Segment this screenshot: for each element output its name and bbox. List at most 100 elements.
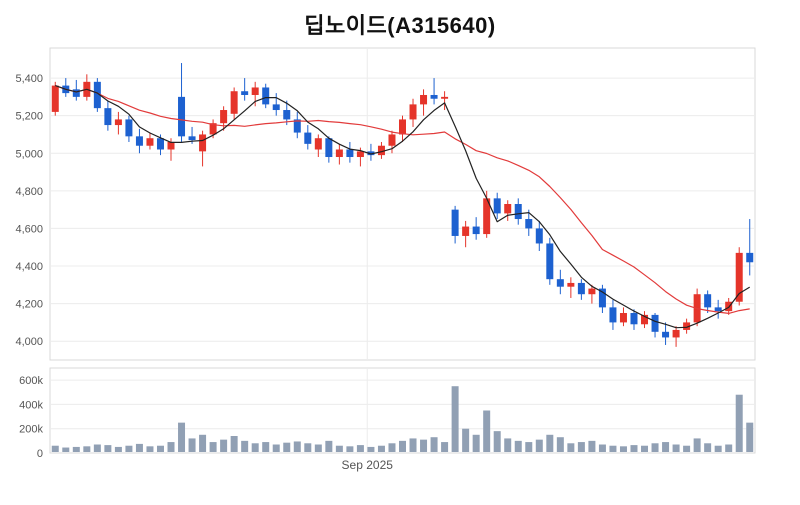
volume-bar	[335, 445, 343, 452]
candle-down	[93, 81, 101, 109]
volume-bar	[525, 442, 533, 452]
volume-bar	[472, 434, 480, 452]
candle-up	[641, 314, 649, 325]
volume-bar	[356, 445, 364, 452]
volume-bar	[514, 440, 522, 452]
volume-bar	[283, 442, 291, 452]
volume-bar	[114, 446, 122, 452]
candle-down	[598, 288, 606, 308]
candle-down	[262, 87, 270, 105]
volume-bar	[493, 431, 501, 452]
volume-bar	[504, 438, 512, 452]
volume-bar	[683, 445, 691, 452]
volume-bar	[272, 444, 280, 452]
candle-up	[230, 91, 238, 114]
candle-up	[356, 151, 364, 158]
volume-bar	[546, 434, 554, 452]
volume-bar	[483, 410, 491, 452]
candle-down	[188, 136, 196, 141]
candle-up	[114, 119, 122, 126]
candle-up	[388, 134, 396, 146]
volume-bar	[556, 437, 564, 452]
candle-down	[135, 136, 143, 146]
candle-down	[293, 119, 301, 133]
candle-up	[251, 87, 259, 95]
volume-bar	[535, 439, 543, 452]
price-tick-label: 5,200	[15, 111, 43, 123]
candle-down	[546, 243, 554, 280]
volume-bar	[619, 446, 627, 452]
price-panel	[49, 47, 756, 361]
volume-bar	[725, 444, 733, 452]
volume-bar	[367, 446, 375, 452]
volume-bar	[209, 442, 217, 452]
price-tick-label: 4,800	[15, 186, 43, 198]
volume-bar	[609, 445, 617, 452]
volume-bar	[199, 434, 207, 452]
candle-down	[535, 228, 543, 244]
volume-bar	[735, 394, 743, 452]
volume-bar	[72, 446, 80, 452]
volume-bar	[567, 443, 575, 452]
volume-bar	[577, 442, 585, 452]
volume-tick-label: 200k	[19, 424, 43, 436]
volume-bar	[241, 440, 249, 452]
candle-down	[556, 279, 564, 287]
candle-down	[272, 104, 280, 111]
price-tick-label: 5,000	[15, 148, 43, 160]
candle-down	[714, 307, 722, 312]
volume-bar	[51, 445, 59, 452]
candle-down	[346, 149, 354, 158]
volume-bar	[451, 386, 459, 452]
candle-up	[146, 138, 154, 146]
volume-bar	[325, 440, 333, 452]
volume-bar	[293, 441, 301, 452]
volume-bar	[146, 446, 154, 452]
volume-bar	[641, 445, 649, 452]
volume-bar	[672, 444, 680, 452]
candle-down	[630, 313, 638, 325]
volume-bar	[188, 438, 196, 452]
volume-bar	[178, 422, 186, 452]
volume-bar	[588, 440, 596, 452]
volume-bar	[714, 445, 722, 452]
price-tick-label: 4,600	[15, 223, 43, 235]
candle-up	[672, 329, 680, 338]
volume-bar	[251, 443, 259, 452]
volume-bar	[135, 443, 143, 452]
candle-up	[377, 145, 385, 156]
candle-down	[325, 138, 333, 158]
candle-up	[567, 282, 575, 287]
volume-bar	[746, 422, 754, 452]
ma-long-line	[55, 85, 750, 314]
price-tick-label: 4,200	[15, 299, 43, 311]
candle-up	[735, 252, 743, 302]
candle-down	[704, 294, 712, 308]
volume-bar	[304, 443, 312, 452]
candle-down	[283, 110, 291, 120]
candle-up	[220, 110, 228, 124]
candle-down	[451, 209, 459, 236]
candle-up	[504, 204, 512, 214]
candle-down	[178, 96, 186, 137]
candle-up	[483, 198, 491, 235]
volume-bar	[314, 444, 322, 452]
volume-bar	[420, 439, 428, 452]
volume-tick-label: 600k	[19, 375, 43, 387]
volume-bar	[262, 442, 270, 452]
candle-up	[588, 288, 596, 295]
candle-down	[525, 219, 533, 229]
volume-tick-label: 0	[37, 448, 43, 460]
candle-down	[662, 331, 670, 338]
volume-bar	[62, 447, 70, 452]
volume-bar	[377, 445, 385, 452]
volume-bar	[388, 443, 396, 452]
volume-bar	[220, 439, 228, 452]
candle-up	[409, 104, 417, 120]
candle-down	[156, 138, 164, 150]
volume-bar	[430, 437, 438, 452]
candle-up	[619, 313, 627, 323]
volume-bar	[630, 445, 638, 452]
volume-tick-label: 400k	[19, 399, 43, 411]
volume-bar	[104, 445, 112, 452]
